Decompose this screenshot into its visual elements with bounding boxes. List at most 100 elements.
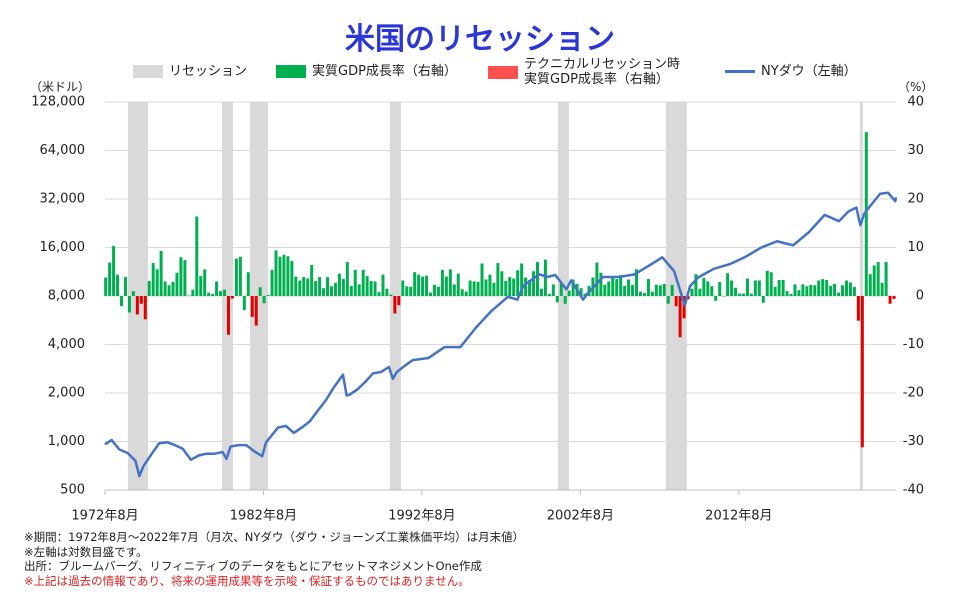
gdp-bar	[730, 280, 734, 296]
gdp-bar	[215, 281, 219, 296]
gdp-bar	[876, 262, 880, 296]
gdp-bar	[567, 290, 571, 296]
gdp-bar	[286, 256, 290, 296]
gdp-bar	[333, 282, 337, 296]
gdp-bar	[646, 279, 650, 296]
gdp-bar	[805, 286, 809, 296]
gdp-bar	[718, 281, 722, 296]
gdp-bar	[294, 276, 298, 296]
gdp-bar	[797, 290, 801, 296]
gdp-bar	[789, 294, 793, 296]
footnotes: ※期間：1972年8月～2022年7月（月次、NYダウ（ダウ・ジョーンズ工業株価…	[24, 530, 524, 588]
gdp-bar	[761, 296, 765, 303]
gdp-bar	[848, 282, 852, 296]
x-tick-label: 2002年8月	[547, 509, 614, 524]
gdp-bar	[397, 296, 401, 306]
gdp-bar	[706, 281, 710, 296]
gdp-bar	[833, 283, 837, 296]
gdp-bar	[230, 296, 234, 299]
gdp-bar	[464, 291, 468, 296]
gdp-bar	[769, 272, 773, 296]
y-tick-label: 32,000	[40, 192, 86, 207]
gdp-bar	[195, 216, 199, 296]
gdp-bar	[757, 280, 761, 296]
gdp-bar	[496, 263, 500, 296]
gdp-bar	[793, 284, 797, 296]
gdp-bar	[191, 289, 195, 296]
gdp-bar	[139, 296, 143, 304]
gdp-bar	[345, 262, 349, 296]
gdp-bar	[349, 285, 353, 296]
gdp-bar	[385, 288, 389, 296]
gdp-bar	[868, 274, 872, 296]
gdp-bar	[777, 279, 781, 296]
gdp-bar	[108, 262, 112, 296]
gdp-bar	[745, 278, 749, 296]
gdp-bar	[623, 285, 627, 296]
gdp-bar	[682, 296, 686, 319]
y-tick-label: 1,000	[48, 434, 85, 449]
gdp-bar	[579, 288, 583, 296]
gdp-bar	[278, 256, 282, 296]
gdp-bar	[250, 296, 254, 317]
gdp-bar	[563, 296, 567, 304]
gdp-bar	[242, 296, 246, 311]
gdp-bar	[369, 280, 373, 296]
gdp-bar	[801, 284, 805, 296]
gdp-bar	[528, 279, 532, 296]
gdp-bar	[310, 264, 314, 296]
legend-item: NYダウ（左軸）	[725, 64, 857, 79]
gdp-bar	[488, 274, 492, 296]
gdp-bar	[658, 285, 662, 296]
gdp-bar	[429, 292, 433, 296]
legend-label: 実質GDP成長率（右軸）	[312, 64, 457, 79]
gdp-bar	[151, 263, 155, 296]
gdp-bar	[179, 257, 183, 296]
gdp-bar	[104, 277, 108, 296]
gdp-bar	[817, 280, 821, 296]
gdp-bar	[615, 279, 619, 296]
gdp-bar	[765, 270, 769, 296]
gdp-bar	[678, 296, 682, 338]
gdp-bar	[666, 296, 670, 304]
gdp-bar	[413, 272, 417, 296]
legend-label: テクニカルリセッション時 実質GDP成長率（右軸）	[524, 57, 681, 87]
gdp-bar	[599, 272, 603, 296]
gdp-bar	[821, 279, 825, 296]
gdp-bar	[183, 260, 187, 296]
gdp-bar	[302, 277, 306, 296]
gdp-bar	[741, 293, 745, 296]
gdp-bar	[203, 269, 207, 296]
gdp-bar	[357, 284, 361, 296]
y2-tick-label: -40	[903, 483, 924, 498]
gdp-bar	[670, 284, 674, 296]
gdp-bar	[171, 281, 175, 296]
gdp-bar	[535, 262, 539, 296]
y2-unit: （%）	[898, 80, 934, 94]
gdp-bar	[524, 277, 528, 296]
gdp-bar	[860, 296, 864, 448]
gdp-bar	[837, 292, 841, 296]
y-tick-label: 8,000	[48, 289, 85, 304]
gdp-bar	[155, 269, 159, 296]
y2-tick-label: 0	[916, 289, 924, 304]
gdp-bar	[492, 282, 496, 296]
gdp-bar	[112, 246, 116, 296]
gdp-bar	[480, 263, 484, 296]
gdp-bar	[484, 279, 488, 296]
gdp-bar	[551, 284, 555, 296]
gdp-bar	[642, 293, 646, 296]
gdp-bar	[856, 296, 860, 321]
gdp-bar	[199, 276, 203, 296]
gdp-bar	[829, 285, 833, 296]
gdp-bar	[274, 250, 278, 296]
y2-tick-label: 20	[907, 192, 924, 207]
y-tick-label: 2,000	[48, 386, 85, 401]
gdp-bar	[147, 280, 151, 296]
legend-swatch	[133, 65, 163, 78]
gdp-bar	[543, 259, 547, 296]
gdp-bar	[258, 287, 262, 296]
gdp-bar	[234, 258, 238, 296]
y2-tick-label: -20	[903, 386, 924, 401]
gdp-bar	[440, 269, 444, 296]
